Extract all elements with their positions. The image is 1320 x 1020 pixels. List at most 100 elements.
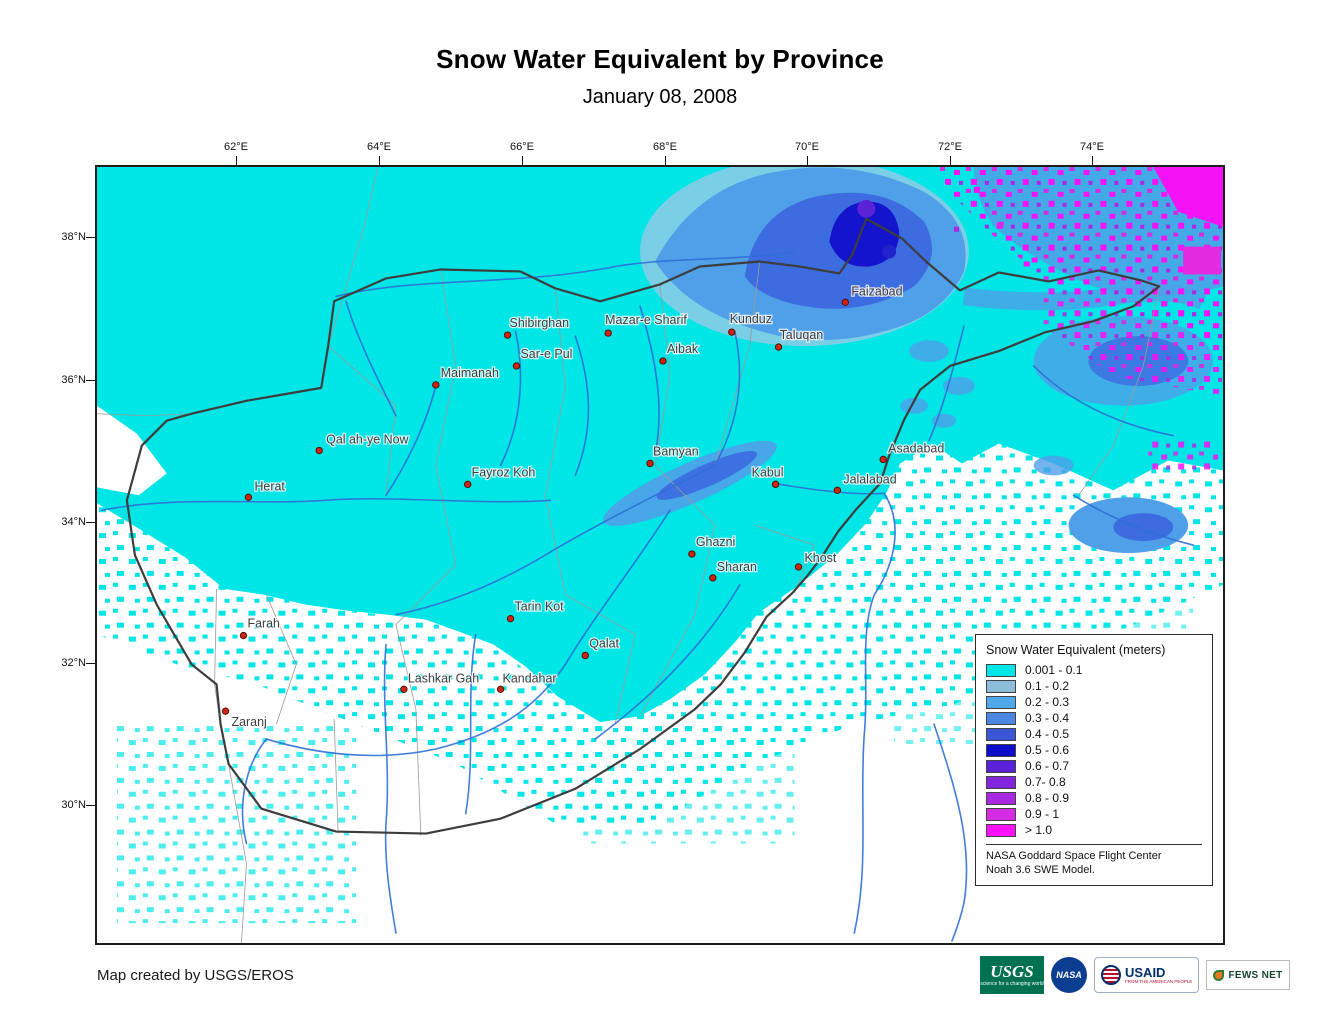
usgs-logo-text: USGS <box>990 962 1034 981</box>
legend-label: 0.1 - 0.2 <box>1025 679 1070 693</box>
lat-label: 30°N <box>61 799 86 811</box>
lat-tick <box>86 522 95 523</box>
city-marker <box>879 455 887 464</box>
legend-label: 0.3 - 0.4 <box>1025 711 1070 725</box>
legend-swatch <box>986 807 1016 821</box>
fews-net-logo: FEWS NET <box>1206 960 1290 990</box>
lat-tick <box>86 237 95 238</box>
city-label: Herat <box>254 479 285 493</box>
map-credit: Map created by USGS/EROS <box>97 967 294 984</box>
legend-label: 0.8 - 0.9 <box>1025 791 1070 805</box>
legend-item: 0.5 - 0.6 <box>986 743 1202 757</box>
legend: Snow Water Equivalent (meters) 0.001 - 0… <box>975 634 1213 886</box>
cities-layer: Shibirghan Mazar-e Sharif Kunduz Taluqan Fai… <box>221 283 946 730</box>
city-marker <box>646 459 654 468</box>
legend-label: 0.5 - 0.6 <box>1025 743 1070 757</box>
city-label: Sharan <box>717 560 757 574</box>
city-label: Faizabad <box>851 284 902 298</box>
city-label: Bamyan <box>653 445 699 459</box>
city-marker <box>833 486 842 495</box>
lon-label: 70°E <box>795 141 819 153</box>
legend-swatch <box>986 759 1016 773</box>
legend-label: 0.6 - 0.7 <box>1025 759 1070 773</box>
lon-label: 62°E <box>224 141 248 153</box>
legend-swatch <box>986 663 1016 677</box>
usgs-logo: USGS science for a changing world <box>980 956 1044 994</box>
legend-item: 0.4 - 0.5 <box>986 727 1202 741</box>
legend-item: 0.001 - 0.1 <box>986 663 1202 677</box>
city-label: Mazar-e Sharif <box>605 313 687 327</box>
legend-label: 0.9 - 1 <box>1025 807 1060 821</box>
city-label: Sar-e Pul <box>520 347 572 361</box>
legend-label: > 1.0 <box>1025 823 1053 837</box>
city-label: Kunduz <box>730 312 772 326</box>
legend-item: 0.9 - 1 <box>986 807 1202 821</box>
city-marker <box>506 614 515 623</box>
city-label: Jalalabad <box>843 472 896 486</box>
city-marker <box>432 381 440 389</box>
city-label: Maimanah <box>441 366 499 380</box>
lat-label: 38°N <box>61 231 86 243</box>
city-marker <box>688 550 696 558</box>
legend-item: 0.3 - 0.4 <box>986 711 1202 725</box>
snow-raster-layer <box>97 167 1223 924</box>
map: Shibirghan Mazar-e Sharif Kunduz Taluqan Fai… <box>95 165 1225 945</box>
legend-label: 0.7- 0.8 <box>1025 775 1066 789</box>
legend-swatch <box>986 727 1016 741</box>
lon-tick <box>379 156 380 165</box>
city-marker <box>659 357 667 365</box>
city-marker <box>604 329 612 337</box>
legend-title: Snow Water Equivalent (meters) <box>986 643 1166 657</box>
city-marker <box>315 446 323 455</box>
city-label: Qal ah-ye Now <box>326 433 409 447</box>
lon-tick <box>807 156 808 165</box>
city-marker <box>244 493 253 501</box>
page-title: Snow Water Equivalent by Province <box>436 44 884 74</box>
city-label: Asadabad <box>888 442 944 456</box>
rivers-layer <box>101 250 1194 942</box>
city-marker <box>728 328 736 336</box>
legend-label: 0.2 - 0.3 <box>1025 695 1070 709</box>
legend-item: 0.7- 0.8 <box>986 775 1202 789</box>
logo-strip: USGS science for a changing world NASA U… <box>980 956 1290 994</box>
lon-label: 68°E <box>653 141 677 153</box>
usaid-logo-text: USAID <box>1125 964 1166 980</box>
legend-item: 0.8 - 0.9 <box>986 791 1202 805</box>
lon-tick <box>236 156 237 165</box>
legend-swatch <box>986 743 1016 757</box>
city-label: Farah <box>247 617 280 631</box>
city-label: Lashkar Gah <box>408 671 479 685</box>
city-label: Qalat <box>589 637 619 651</box>
legend-swatch <box>986 791 1016 805</box>
city-marker <box>581 651 589 660</box>
city-marker <box>503 331 512 339</box>
usgs-logo-tagline: science for a changing world <box>980 981 1044 987</box>
city-marker <box>771 480 780 489</box>
legend-swatch <box>986 823 1016 837</box>
city-label: Khost <box>804 551 836 565</box>
lat-label: 34°N <box>61 516 86 528</box>
city-label: Kandahar <box>503 671 557 685</box>
lon-tick <box>522 156 523 165</box>
lon-tick <box>950 156 951 165</box>
lat-tick <box>86 663 95 664</box>
legend-swatch <box>986 775 1016 789</box>
city-marker <box>496 685 505 693</box>
city-label: Shibirghan <box>510 316 570 330</box>
legend-item: 0.6 - 0.7 <box>986 759 1202 773</box>
city-marker <box>794 563 803 571</box>
lon-tick <box>665 156 666 165</box>
legend-items: 0.001 - 0.1 0.1 - 0.2 0.2 - 0.3 0.3 - 0.4 0.… <box>986 663 1202 837</box>
fews-leaf-icon <box>1213 969 1225 981</box>
lon-label: 64°E <box>367 141 391 153</box>
lat-label: 36°N <box>61 374 86 386</box>
map-canvas: Shibirghan Mazar-e Sharif Kunduz Taluqan Fai… <box>97 167 1223 943</box>
legend-swatch <box>986 679 1016 693</box>
city-marker <box>841 298 850 306</box>
city-marker <box>774 343 783 351</box>
city-marker <box>512 362 521 370</box>
lat-tick <box>86 805 95 806</box>
fews-net-logo-text: FEWS NET <box>1228 969 1283 981</box>
nasa-logo-text: NASA <box>1056 970 1082 980</box>
